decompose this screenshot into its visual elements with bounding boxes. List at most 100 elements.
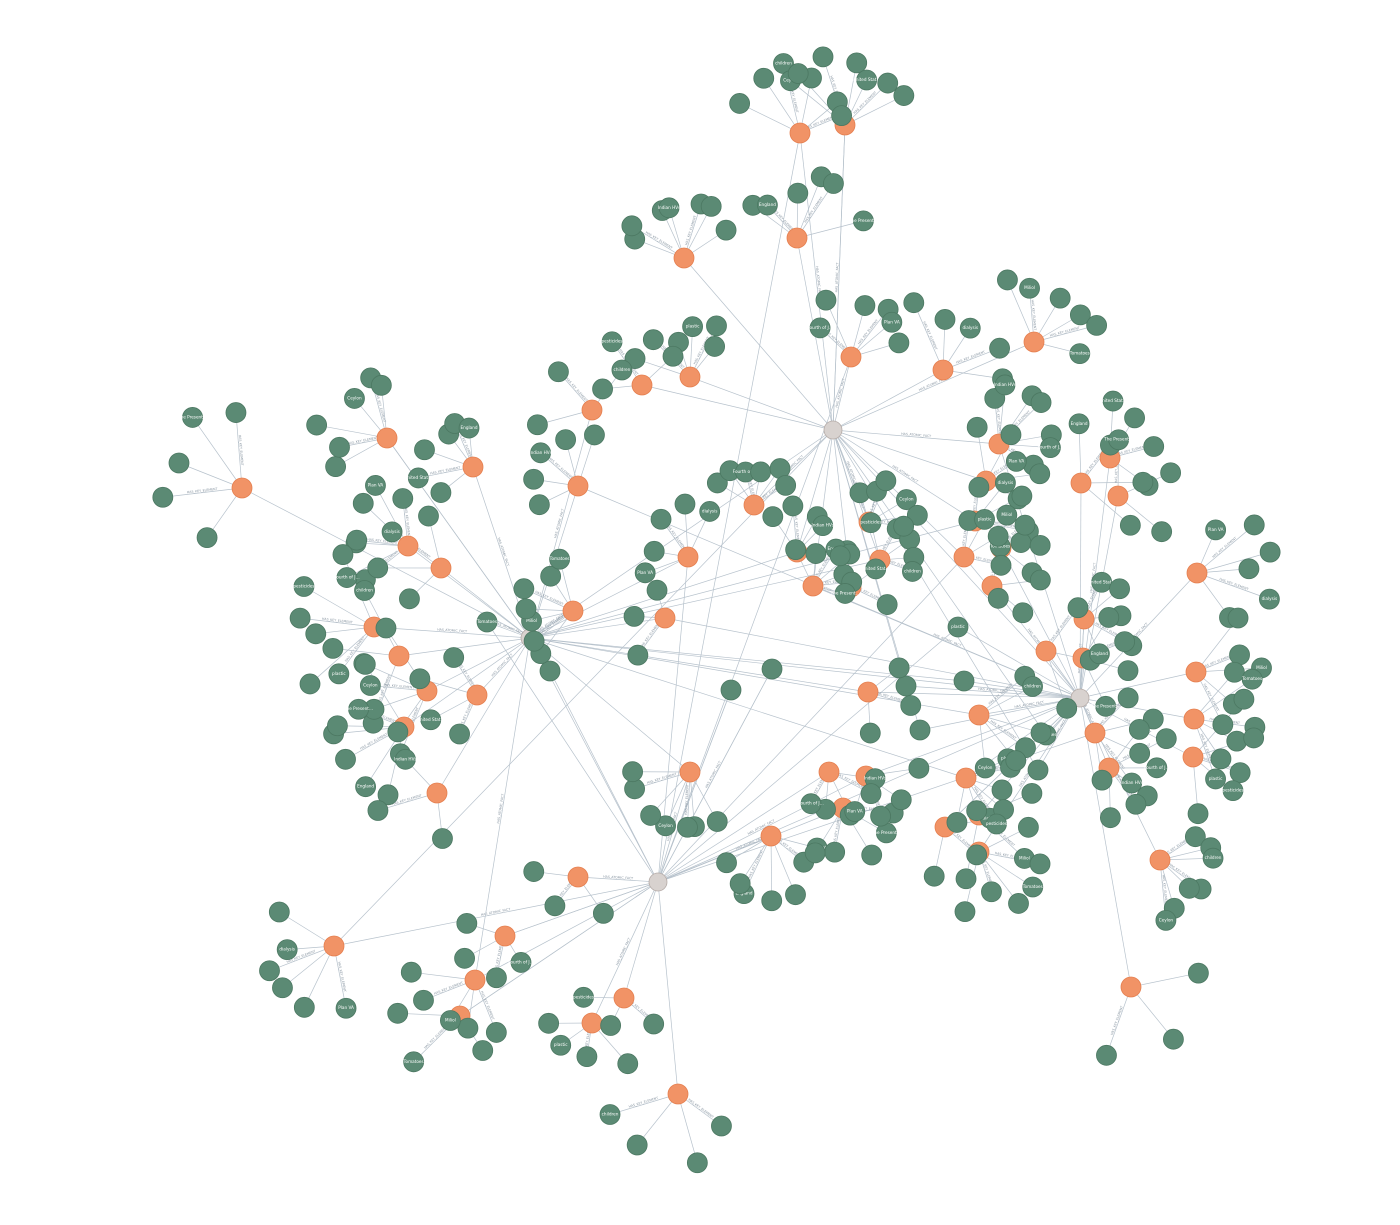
element-node[interactable] [623,762,643,782]
element-node[interactable]: Plan VA [365,475,385,495]
element-node[interactable]: dialysis [277,940,297,960]
concept-node[interactable] [568,867,588,887]
element-node[interactable] [896,676,916,696]
node-circle[interactable] [323,638,343,658]
node-circle[interactable] [855,296,875,316]
node-circle[interactable] [1110,579,1130,599]
node-circle[interactable] [1186,662,1206,682]
element-node[interactable] [529,495,549,515]
element-node[interactable] [1030,854,1050,874]
element-node[interactable] [860,723,880,743]
node-circle[interactable] [1118,661,1138,681]
element-node[interactable] [1120,515,1140,535]
element-node[interactable] [878,73,898,93]
concept-node[interactable] [1024,332,1044,352]
node-circle[interactable] [628,645,648,665]
node-circle[interactable] [398,536,418,556]
concept-node[interactable] [1187,563,1207,583]
node-circle[interactable] [871,806,891,826]
node-circle[interactable] [862,845,882,865]
element-node[interactable] [651,509,671,529]
element-node[interactable] [823,174,843,194]
element-node[interactable] [1230,645,1250,665]
node-circle[interactable] [1015,515,1035,535]
element-node[interactable]: England [757,195,777,215]
element-node[interactable] [776,475,796,495]
element-node[interactable]: children [600,1104,620,1124]
element-node[interactable]: pesticides [986,814,1007,834]
element-node[interactable]: pesticides [602,332,623,352]
node-circle[interactable] [786,540,806,560]
element-node[interactable]: Ceylon [1156,910,1176,930]
element-node[interactable] [307,415,327,435]
element-node[interactable] [1031,723,1051,743]
concept-node[interactable] [568,476,588,496]
node-circle[interactable] [1125,408,1145,428]
element-node[interactable] [527,415,547,435]
node-circle[interactable] [486,968,506,988]
node-circle[interactable] [376,618,396,638]
node-circle[interactable] [933,360,953,380]
element-node[interactable] [706,316,726,336]
element-node[interactable]: United Stat… [1099,391,1127,411]
node-circle[interactable] [1030,535,1050,555]
element-node[interactable] [988,588,1008,608]
element-node[interactable] [871,806,891,826]
node-circle[interactable] [819,762,839,782]
node-circle[interactable] [1161,463,1181,483]
element-node[interactable] [169,453,189,473]
node-circle[interactable] [754,68,774,88]
element-node[interactable] [1030,464,1050,484]
node-circle[interactable] [300,674,320,694]
element-node[interactable]: plastic [329,664,349,684]
element-node[interactable] [1087,315,1107,335]
node-circle[interactable] [896,676,916,696]
node-circle[interactable] [992,780,1012,800]
element-node[interactable] [1213,715,1233,735]
element-node[interactable]: Ceylon [344,388,364,408]
element-node[interactable] [1030,535,1050,555]
element-node[interactable] [601,1016,621,1036]
node-circle[interactable] [967,845,987,865]
node-circle[interactable] [647,580,667,600]
node-circle[interactable] [1188,804,1208,824]
node-circle[interactable] [1144,437,1164,457]
element-node[interactable] [992,780,1012,800]
node-circle[interactable] [643,330,663,350]
element-node[interactable] [272,978,292,998]
node-circle[interactable] [333,545,353,565]
node-circle[interactable] [614,988,634,1008]
node-circle[interactable] [876,471,896,491]
node-circle[interactable] [353,493,373,513]
element-node[interactable] [516,599,536,619]
node-circle[interactable] [473,1040,493,1060]
node-circle[interactable] [627,1135,647,1155]
node-circle[interactable] [1071,473,1091,493]
element-node[interactable] [1227,731,1247,751]
node-circle[interactable] [649,873,667,891]
node-circle[interactable] [717,853,737,873]
element-node[interactable] [876,471,896,491]
node-circle[interactable] [1057,698,1077,718]
node-circle[interactable] [307,415,327,435]
element-node[interactable] [855,296,875,316]
element-node[interactable] [300,674,320,694]
element-node[interactable] [1230,763,1250,783]
node-circle[interactable] [1133,472,1153,492]
concept-node[interactable] [841,347,861,367]
node-circle[interactable] [457,913,477,933]
element-node[interactable]: dialysis [382,522,402,542]
node-circle[interactable] [371,375,391,395]
element-node[interactable] [1156,729,1176,749]
node-circle[interactable] [1036,641,1056,661]
node-circle[interactable] [969,705,989,725]
element-node[interactable] [847,53,867,73]
element-node[interactable]: pesticides [860,513,881,533]
element-node[interactable]: dialysis [960,318,980,338]
node-circle[interactable] [623,762,643,782]
node-circle[interactable] [524,631,544,651]
element-node[interactable] [1006,751,1026,771]
node-circle[interactable] [1050,288,1070,308]
node-circle[interactable] [1006,751,1026,771]
node-circle[interactable] [705,336,725,356]
